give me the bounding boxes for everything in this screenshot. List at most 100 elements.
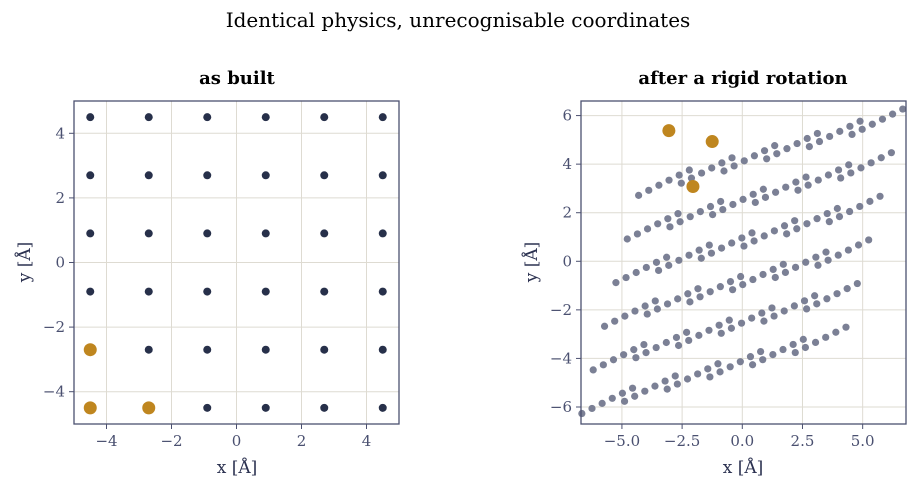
rotated-point (763, 155, 771, 163)
rotated-point (685, 251, 693, 259)
rotated-point (803, 220, 811, 228)
rotated-point (781, 268, 790, 277)
rotated-point (793, 225, 801, 233)
y-tick-label: 6 (562, 107, 572, 125)
rotated-point (683, 375, 692, 383)
rotated-point (748, 361, 757, 369)
x-tick-label: −2.5 (664, 432, 700, 450)
rotated-point (676, 218, 684, 226)
highlights-right (662, 124, 719, 193)
rotated-point (845, 161, 853, 169)
rotated-point (773, 150, 781, 158)
rotated-point (665, 261, 673, 269)
rotated-point (717, 197, 725, 206)
rotated-point (609, 356, 618, 364)
y-tick-label: −4 (43, 383, 65, 401)
rotated-point (791, 217, 799, 225)
grid-left (74, 101, 399, 424)
rotated-point (794, 186, 802, 194)
rotated-point (760, 147, 769, 155)
rotated-point (696, 293, 704, 301)
rotated-point (848, 130, 856, 139)
rotated-point (635, 191, 643, 199)
x-tick-label: 2 (297, 432, 307, 450)
rotated-point (783, 145, 791, 153)
rotated-point (877, 154, 885, 162)
rotated-point (641, 302, 649, 310)
x-tick-label: 4 (362, 432, 372, 450)
rotated-point (642, 263, 650, 272)
highlighted-point (686, 179, 700, 193)
rotated-point (833, 204, 841, 213)
rotated-point (771, 142, 779, 150)
y-tick-label: −6 (550, 398, 572, 416)
rotated-point (804, 181, 812, 189)
lattice-point (144, 345, 153, 354)
rotated-point (847, 169, 855, 177)
rotated-point (671, 372, 679, 380)
lattice-point (86, 171, 95, 180)
rotated-point (608, 394, 616, 402)
rotated-point (651, 382, 659, 390)
rotated-point (825, 218, 833, 226)
rotated-point (771, 188, 780, 196)
rotated-point (708, 164, 716, 172)
rotated-point (706, 202, 715, 211)
rotated-point (652, 343, 660, 352)
rotated-point (815, 137, 824, 146)
rotated-point (858, 125, 866, 133)
rotated-point (645, 186, 653, 194)
rotated-point (717, 244, 726, 252)
rotated-point (717, 329, 725, 337)
rotated-point (652, 258, 661, 266)
rotated-point (758, 309, 766, 317)
x-tick-label: 5.0 (851, 432, 875, 450)
rotated-point (655, 181, 663, 189)
rotated-point (641, 387, 649, 395)
lattice-point (203, 113, 212, 122)
rotated-point (654, 220, 662, 228)
rotated-point (823, 295, 831, 303)
rotated-point (769, 265, 777, 273)
rotated-point (739, 281, 747, 289)
panel-title-right: after a rigid rotation (638, 68, 847, 89)
x-axis-label-left: x [Å] (217, 457, 258, 478)
rotated-point (611, 317, 619, 325)
lattice-point (378, 229, 387, 238)
rotated-point (599, 361, 607, 369)
rotated-point (856, 202, 864, 211)
rotated-point (803, 134, 811, 143)
rotated-point (730, 162, 738, 170)
lattice-point (261, 171, 270, 180)
lattice-point (144, 113, 153, 122)
lattice-point (86, 113, 95, 122)
lattice-point (378, 403, 387, 412)
rotated-point (642, 349, 650, 357)
rotated-point (878, 115, 887, 123)
rotated-point (684, 290, 692, 298)
lattice-point (203, 229, 212, 238)
rotated-point (811, 292, 819, 300)
rotated-point (664, 215, 672, 223)
rotated-point (770, 312, 778, 320)
rotated-point (632, 354, 640, 362)
rotated-point (661, 377, 669, 385)
rotated-point (888, 110, 897, 118)
rotated-point (792, 178, 800, 186)
rotated-point (833, 290, 841, 298)
rotated-point (709, 211, 717, 219)
rotated-point (720, 167, 728, 175)
rotated-point (811, 338, 820, 346)
highlighted-point (705, 135, 719, 149)
rotated-point (716, 368, 724, 376)
rotated-point (836, 127, 844, 135)
rotated-point (665, 176, 673, 184)
rotated-point (623, 235, 631, 243)
rotated-point (748, 229, 756, 237)
rotated-point (674, 295, 682, 303)
rotated-point (707, 249, 716, 257)
rotated-point (714, 360, 722, 368)
rotated-point (728, 239, 736, 247)
rotated-point (779, 345, 787, 354)
rotated-point (843, 285, 851, 293)
